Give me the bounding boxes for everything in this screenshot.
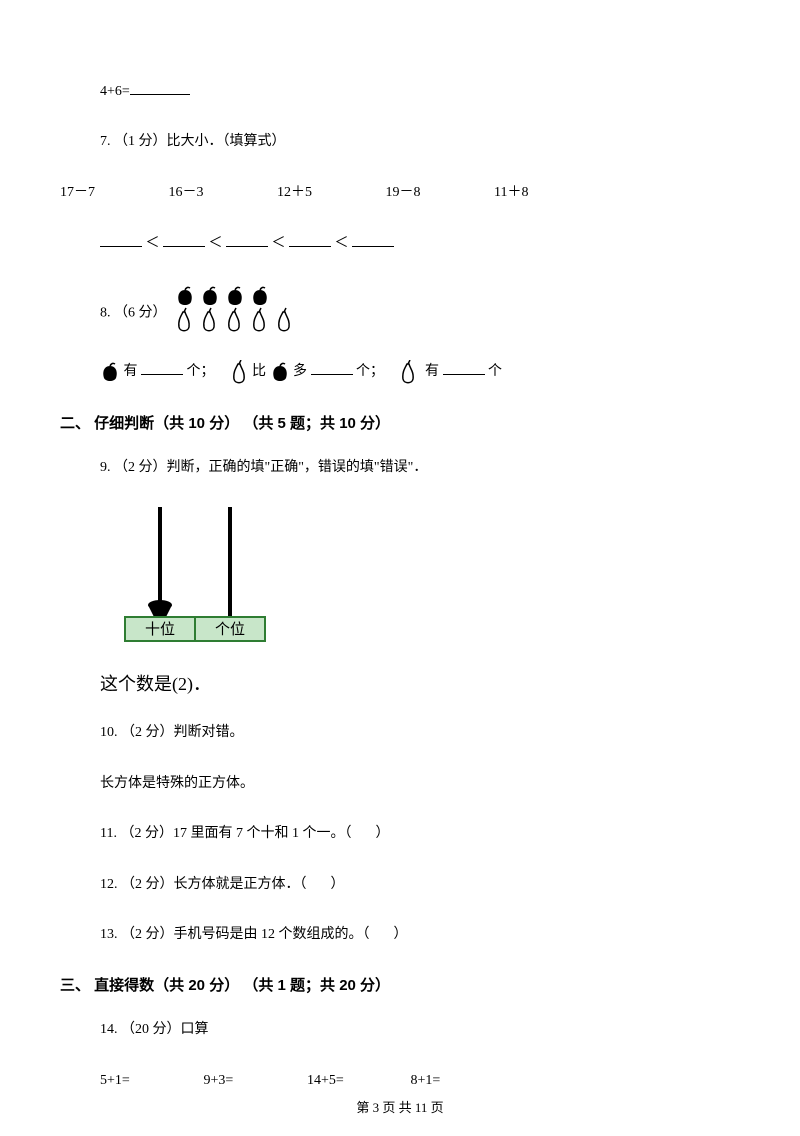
q8-blank-2: [311, 360, 353, 375]
q6-blank: [130, 80, 190, 95]
q13: 13. （2 分）手机号码是由 12 个数组成的。（ ）: [60, 924, 740, 946]
abacus-icon: 十位 个位: [100, 507, 290, 647]
q8-icon-grid: [170, 284, 300, 342]
q14-calc-2: 9+3=: [204, 1070, 304, 1092]
q8-p1a: 有: [124, 364, 138, 379]
q7-blank-1: [100, 232, 142, 247]
page-footer: 第 3 页 共 11 页: [0, 1097, 800, 1116]
q8-p2c: 个；: [356, 364, 384, 379]
q9-label: 9. （2 分）判断，正确的填"正确"，错误的填"错误"．: [60, 457, 740, 479]
q7-blank-3: [226, 232, 268, 247]
q7-label: 7. （1 分）比大小．（填算式）: [60, 131, 740, 153]
q7-inequality: ＜ ＜ ＜ ＜: [60, 232, 740, 255]
q6-tail: 4+6=: [60, 80, 740, 103]
q7-lt-1: ＜: [146, 236, 160, 251]
q11-label: 11. （2 分）17 里面有 7 个十和 1 个一。（: [100, 826, 351, 841]
q11: 11. （2 分）17 里面有 7 个十和 1 个一。（ ）: [60, 823, 740, 845]
q7-blank-5: [352, 232, 394, 247]
q12-label: 12. （2 分）长方体就是正方体．（: [100, 877, 307, 892]
q7-blank-4: [289, 232, 331, 247]
q8-p1b: 个；: [187, 364, 215, 379]
q7-expr-5: 11＋8: [494, 182, 528, 204]
q7-exprs: 17－7 16－3 12＋5 19－8 11＋8: [60, 182, 740, 204]
q7-lt-3: ＜: [272, 236, 286, 251]
q7-blank-2: [163, 232, 205, 247]
q8-blank-1: [141, 360, 183, 375]
q8-p2a: 比: [252, 364, 266, 379]
q10-label: 10. （2 分）判断对错。: [60, 722, 740, 744]
q8-row: 8. （6 分）: [60, 284, 740, 342]
q8-answer-line: 有 个； 比 多 个； 有 个: [60, 360, 740, 384]
q7-expr-1: 17－7: [60, 182, 95, 204]
q8-blank-3: [443, 360, 485, 375]
q7-lt-2: ＜: [209, 236, 223, 251]
q11-tail: ）: [375, 826, 389, 841]
q14-label: 14. （20 分）口算: [60, 1019, 740, 1041]
abacus-left-label: 十位: [145, 621, 175, 638]
q8-label-prefix: 8. （6 分）: [100, 305, 167, 320]
q14-calc-4: 8+1=: [411, 1070, 511, 1092]
q6-expr: 4+6=: [100, 84, 130, 99]
q7-expr-3: 12＋5: [277, 182, 312, 204]
q7-expr-2: 16－3: [169, 182, 204, 204]
apple-pear-grid-icon: [170, 284, 300, 334]
apple-icon-2: [270, 362, 290, 382]
pear-icon: [229, 360, 249, 384]
q12: 12. （2 分）长方体就是正方体．（ ）: [60, 874, 740, 896]
q13-label: 13. （2 分）手机号码是由 12 个数组成的。（: [100, 927, 370, 942]
q7-lt-4: ＜: [335, 236, 349, 251]
pear-icon-2: [398, 360, 418, 384]
q13-tail: ）: [394, 927, 408, 942]
q10-body: 长方体是特殊的正方体。: [60, 773, 740, 795]
apple-icon: [100, 362, 120, 382]
section-3-title: 三、 直接得数（共 20 分） （共 1 题；共 20 分）: [60, 974, 740, 995]
page: 4+6= 7. （1 分）比大小．（填算式） 17－7 16－3 12＋5 19…: [0, 0, 800, 1136]
q8-p2b: 多: [293, 364, 307, 379]
q8-p3b: 个: [488, 364, 502, 379]
abacus-figure: 十位 个位: [100, 507, 740, 652]
q14-calc-3: 14+5=: [307, 1070, 407, 1092]
q14-calc-1: 5+1=: [100, 1070, 200, 1092]
q14-calcs: 5+1= 9+3= 14+5= 8+1=: [60, 1070, 740, 1092]
q9-caption: 这个数是(2)．: [100, 670, 740, 696]
abacus-right-label: 个位: [215, 621, 245, 638]
section-2-title: 二、 仔细判断（共 10 分） （共 5 题；共 10 分）: [60, 412, 740, 433]
q7-expr-4: 19－8: [386, 182, 421, 204]
q12-tail: ）: [331, 877, 345, 892]
q8-p3a: 有: [425, 364, 439, 379]
